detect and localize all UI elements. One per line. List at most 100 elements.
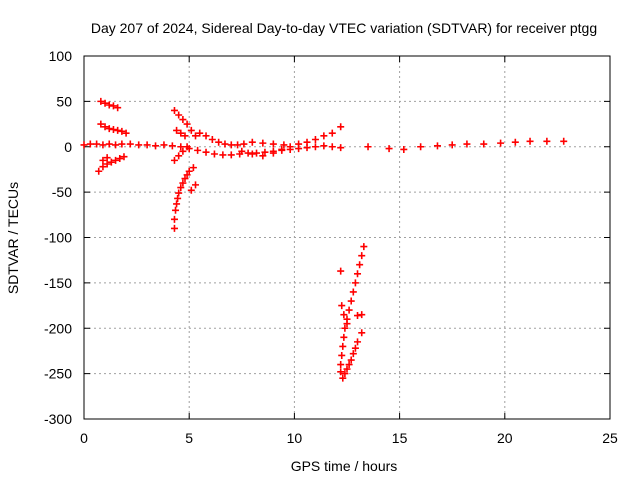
data-point	[97, 97, 105, 105]
data-point	[261, 148, 269, 156]
data-point	[101, 99, 109, 107]
series	[170, 164, 200, 232]
data-point	[269, 149, 277, 157]
data-point	[343, 320, 351, 328]
data-point	[109, 102, 117, 110]
data-point	[328, 143, 336, 151]
x-tick-label: 15	[392, 430, 408, 446]
data-point	[351, 279, 359, 287]
data-point	[175, 189, 183, 197]
data-point	[543, 137, 551, 145]
x-tick-label: 0	[80, 430, 88, 446]
data-point	[341, 370, 349, 378]
data-point	[170, 156, 178, 164]
data-point	[105, 125, 113, 133]
data-point	[338, 351, 346, 359]
data-point	[135, 141, 143, 149]
data-point	[248, 138, 256, 146]
series	[337, 320, 351, 376]
y-tick-label: -250	[44, 366, 72, 382]
data-point	[328, 129, 336, 137]
data-point	[177, 143, 185, 151]
data-point	[105, 101, 113, 109]
data-point	[337, 361, 345, 369]
chart-title: Day 207 of 2024, Sidereal Day-to-day VTE…	[91, 20, 597, 36]
data-point	[356, 261, 364, 269]
data-point	[95, 167, 103, 175]
data-point	[338, 302, 346, 310]
data-point	[354, 312, 362, 320]
data-point	[175, 152, 183, 160]
data-point	[358, 311, 366, 319]
series	[95, 153, 128, 175]
data-point	[194, 146, 202, 154]
data-point	[174, 194, 182, 202]
data-point	[152, 142, 160, 150]
data-point	[511, 138, 519, 146]
data-point	[238, 147, 246, 155]
data-point	[463, 140, 471, 148]
data-point	[183, 120, 191, 128]
data-point	[107, 158, 115, 166]
data-point	[179, 116, 187, 124]
data-point	[311, 143, 319, 151]
data-marks	[80, 97, 568, 382]
data-point	[278, 145, 286, 153]
series	[97, 97, 130, 137]
data-point	[385, 145, 393, 153]
data-point	[187, 186, 195, 194]
data-point	[187, 126, 195, 134]
data-point	[189, 164, 197, 172]
data-point	[172, 206, 180, 214]
data-point	[339, 342, 347, 350]
data-point	[177, 184, 185, 192]
data-point	[99, 163, 107, 171]
y-tick-label: -200	[44, 320, 72, 336]
data-point	[202, 148, 210, 156]
data-point	[303, 138, 311, 146]
data-point	[417, 143, 425, 151]
data-point	[170, 106, 178, 114]
data-point	[340, 333, 348, 341]
data-point	[97, 120, 105, 128]
data-point	[341, 324, 349, 332]
data-point	[219, 151, 227, 159]
data-point	[103, 154, 111, 162]
series	[170, 106, 200, 164]
data-point	[227, 141, 235, 149]
data-point	[358, 252, 366, 260]
data-point	[126, 140, 134, 148]
data-point	[179, 179, 187, 187]
data-point	[433, 142, 441, 150]
data-point	[202, 132, 210, 140]
data-point	[526, 137, 534, 145]
y-tick-label: 50	[56, 93, 72, 109]
data-point	[143, 141, 151, 149]
data-point	[400, 145, 408, 153]
data-point	[343, 365, 351, 373]
data-point	[240, 140, 248, 148]
data-point	[295, 140, 303, 148]
series	[339, 311, 366, 382]
data-point	[337, 144, 345, 152]
data-point	[118, 140, 126, 148]
data-point	[183, 171, 191, 179]
y-tick-label: -150	[44, 275, 72, 291]
data-point	[360, 243, 368, 251]
data-point	[480, 140, 488, 148]
data-point	[340, 311, 348, 319]
data-point	[347, 356, 355, 364]
data-point	[269, 140, 277, 148]
y-axis-label: SDTVAR / TECUs	[5, 182, 21, 294]
series	[238, 123, 345, 160]
data-point	[448, 141, 456, 149]
data-point	[497, 139, 505, 147]
data-point	[364, 143, 372, 151]
data-point	[253, 149, 261, 157]
data-point	[170, 224, 178, 232]
x-tick-label: 20	[497, 430, 513, 446]
y-tick-label: 0	[64, 139, 72, 155]
x-tick-label: 5	[185, 430, 193, 446]
data-point	[337, 267, 345, 275]
